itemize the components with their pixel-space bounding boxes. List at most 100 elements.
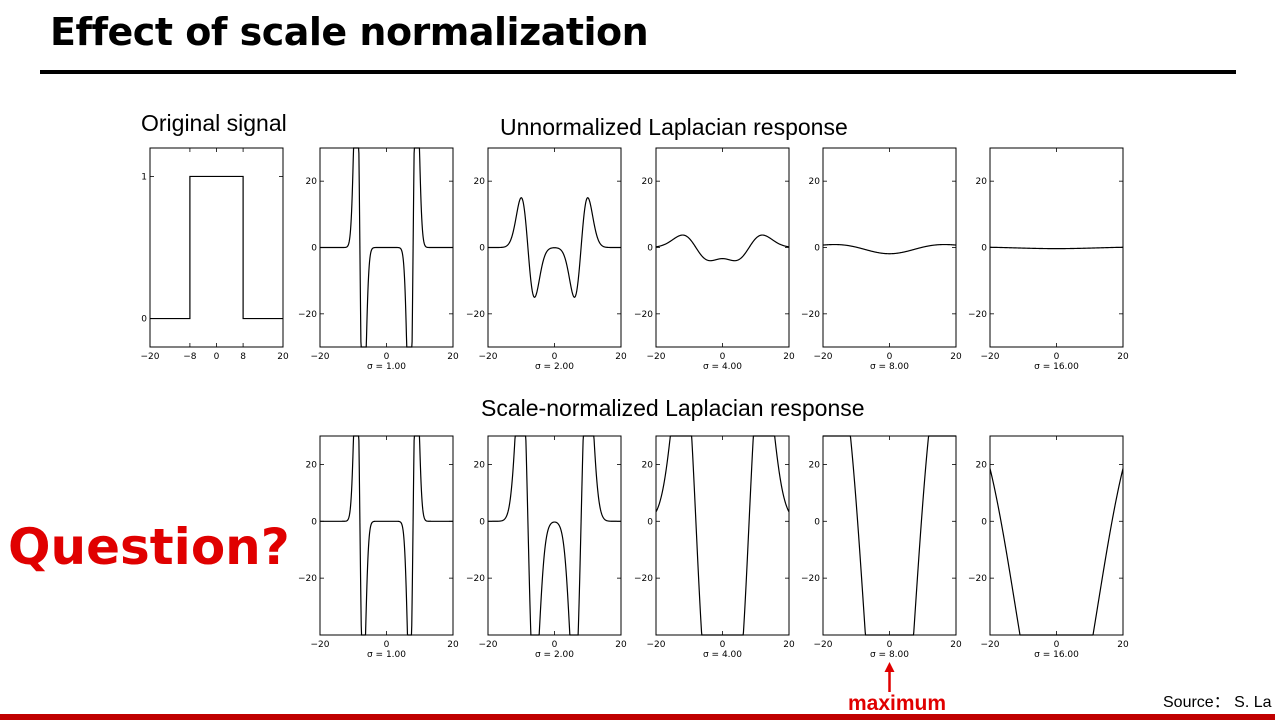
- x-tick-label: 20: [950, 640, 962, 650]
- x-tick-label: 20: [1117, 640, 1129, 650]
- x-tick-label: 20: [950, 352, 962, 362]
- sigma-label: σ = 8.00: [870, 650, 909, 660]
- y-tick-label: 0: [647, 517, 653, 527]
- footer-bar: [0, 714, 1275, 720]
- y-tick-label: −20: [968, 574, 987, 584]
- x-tick-label: 8: [240, 352, 246, 362]
- plot-unnorm-4: −20 0 20 −20 0 20 σ = 4.00: [634, 147, 795, 372]
- x-tick-label: 0: [1054, 352, 1060, 362]
- y-tick-label: −20: [801, 574, 820, 584]
- x-tick-label: −20: [311, 352, 330, 362]
- plot-norm-2: −20 0 20 −20 0 20 σ = 2.00: [466, 435, 627, 660]
- plot-frame: [989, 435, 1124, 636]
- x-tick-label: 0: [887, 352, 893, 362]
- x-tick-label: 20: [615, 352, 627, 362]
- title-rule: [40, 70, 1236, 74]
- series-line: [150, 175, 283, 320]
- plot-norm-16: −20 0 20 −20 0 20 σ = 16.00: [968, 435, 1129, 660]
- y-tick-label: 0: [814, 517, 820, 527]
- series-line: [655, 435, 790, 636]
- x-tick-label: 0: [720, 352, 726, 362]
- y-tick-label: −20: [466, 310, 485, 320]
- series-line: [989, 246, 1124, 250]
- y-tick-label: −20: [634, 574, 653, 584]
- x-tick-label: −8: [183, 352, 197, 362]
- y-tick-label: 0: [981, 517, 987, 527]
- x-tick-label: −20: [311, 640, 330, 650]
- x-tick-label: 20: [783, 640, 795, 650]
- y-tick-label: 20: [306, 460, 318, 470]
- series-line: [488, 197, 621, 298]
- series-line: [822, 243, 957, 255]
- y-tick-label: 0: [311, 244, 317, 254]
- sigma-label: σ = 4.00: [703, 362, 742, 372]
- caption-original-signal: Original signal: [141, 110, 287, 136]
- plot-norm-4: −20 0 20 −20 0 20 σ = 4.00: [634, 435, 795, 660]
- x-tick-label: 20: [1117, 352, 1129, 362]
- sigma-label: σ = 16.00: [1034, 650, 1079, 660]
- series-line: [823, 435, 956, 636]
- maximum-arrow-head: [884, 662, 895, 672]
- plot-frame: [319, 435, 454, 636]
- plot-norm-1: −20 0 20 −20 0 20 σ = 1.00: [298, 435, 459, 660]
- x-tick-label: 0: [720, 640, 726, 650]
- y-tick-label: 20: [809, 460, 821, 470]
- y-tick-label: −20: [968, 310, 987, 320]
- sigma-label: σ = 8.00: [870, 362, 909, 372]
- series-line: [320, 147, 453, 348]
- plot-frame: [655, 147, 790, 348]
- plot-norm-8: −20 0 20 −20 0 20 σ = 8.00: [801, 435, 962, 660]
- x-tick-label: 0: [887, 640, 893, 650]
- x-tick-label: 0: [1054, 640, 1060, 650]
- x-tick-label: −20: [479, 640, 498, 650]
- plot-unnorm-8: −20 0 20 −20 0 20 σ = 8.00: [801, 147, 962, 372]
- plot-original: −20 −8 0 8 20 0 1: [141, 147, 289, 362]
- sigma-label: σ = 2.00: [535, 650, 574, 660]
- x-tick-label: 0: [214, 352, 220, 362]
- plot-frame: [822, 147, 957, 348]
- y-tick-label: 20: [474, 177, 486, 187]
- sigma-label: σ = 16.00: [1034, 362, 1079, 372]
- x-tick-label: 20: [783, 352, 795, 362]
- series-line: [989, 468, 1124, 636]
- y-tick-label: 0: [479, 244, 485, 254]
- caption-normalized-response: Scale-normalized Laplacian response: [481, 395, 865, 421]
- y-tick-label: 0: [141, 315, 147, 325]
- x-tick-label: −20: [814, 352, 833, 362]
- slide-title: Effect of scale normalization: [50, 10, 649, 54]
- plot-frame: [822, 435, 957, 636]
- y-tick-label: 20: [642, 177, 654, 187]
- y-tick-label: 20: [306, 177, 318, 187]
- y-tick-label: 0: [814, 244, 820, 254]
- series-line: [488, 435, 621, 636]
- sigma-label: σ = 4.00: [703, 650, 742, 660]
- question-label: Question?: [8, 518, 290, 576]
- x-tick-label: −20: [647, 352, 666, 362]
- plot-unnorm-16: −20 0 20 −20 0 20 σ = 16.00: [968, 147, 1129, 372]
- x-tick-label: −20: [647, 640, 666, 650]
- x-tick-label: 20: [447, 352, 459, 362]
- y-tick-label: −20: [634, 310, 653, 320]
- series-line: [320, 435, 453, 636]
- source-credit: Source： S. La: [1163, 694, 1272, 711]
- y-tick-label: 20: [474, 460, 486, 470]
- y-tick-label: 0: [647, 244, 653, 254]
- x-tick-label: 0: [384, 352, 390, 362]
- plot-frame: [149, 147, 284, 348]
- plot-unnorm-1: −20 0 20 −20 0 20 σ = 1.00: [298, 147, 459, 372]
- series-line: [655, 234, 790, 262]
- y-tick-label: 20: [976, 460, 988, 470]
- x-tick-label: −20: [141, 352, 160, 362]
- y-tick-label: 20: [642, 460, 654, 470]
- x-tick-label: −20: [814, 640, 833, 650]
- x-tick-label: 20: [447, 640, 459, 650]
- y-tick-label: −20: [801, 310, 820, 320]
- x-tick-label: −20: [479, 352, 498, 362]
- x-tick-label: 0: [552, 640, 558, 650]
- y-tick-label: −20: [298, 310, 317, 320]
- caption-unnormalized-response: Unnormalized Laplacian response: [500, 114, 848, 140]
- sigma-label: σ = 2.00: [535, 362, 574, 372]
- plot-unnorm-2: −20 0 20 −20 0 20 σ = 2.00: [466, 147, 627, 372]
- y-tick-label: 1: [141, 172, 147, 182]
